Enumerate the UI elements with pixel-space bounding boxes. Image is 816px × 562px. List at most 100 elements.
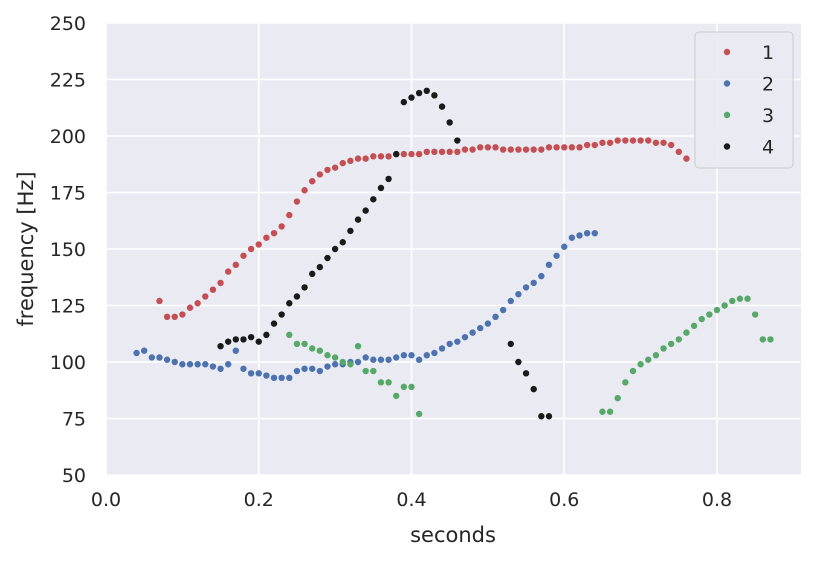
data-point-series-1 xyxy=(561,144,568,151)
data-point-series-2 xyxy=(415,356,423,363)
data-point-series-1 xyxy=(507,146,514,153)
data-point-series-1 xyxy=(263,234,270,241)
y-tick-label: 150 xyxy=(50,239,86,261)
data-point-series-1 xyxy=(576,144,583,151)
data-point-series-1 xyxy=(309,178,316,185)
legend-marker xyxy=(723,143,731,150)
data-point-series-4 xyxy=(255,338,262,345)
data-point-series-1 xyxy=(217,279,224,287)
data-point-series-1 xyxy=(667,141,675,149)
data-point-series-4 xyxy=(309,270,316,278)
data-point-series-2 xyxy=(240,365,247,372)
data-point-series-4 xyxy=(545,413,553,420)
data-point-series-3 xyxy=(286,331,293,339)
data-point-series-3 xyxy=(637,361,644,368)
y-tick-label: 175 xyxy=(50,183,86,205)
data-point-series-4 xyxy=(400,98,408,106)
data-point-series-1 xyxy=(163,313,171,320)
data-point-series-1 xyxy=(209,286,217,293)
data-point-series-1 xyxy=(499,146,507,153)
data-point-series-1 xyxy=(301,187,308,194)
data-point-series-2 xyxy=(133,349,140,357)
data-point-series-2 xyxy=(354,358,362,366)
data-point-series-2 xyxy=(309,365,316,372)
data-point-series-4 xyxy=(316,263,324,271)
data-point-series-4 xyxy=(347,227,354,235)
data-point-series-2 xyxy=(461,333,469,341)
series-1 xyxy=(156,137,690,320)
x-tick-label: 0.8 xyxy=(702,489,732,511)
data-point-series-2 xyxy=(484,320,492,327)
data-points xyxy=(133,87,774,420)
data-point-series-1 xyxy=(438,148,446,156)
data-point-series-2 xyxy=(232,347,240,354)
data-point-series-4 xyxy=(270,320,278,327)
data-point-series-2 xyxy=(408,352,415,359)
legend-label: 2 xyxy=(762,74,774,96)
data-point-series-2 xyxy=(507,297,514,305)
data-point-series-1 xyxy=(545,144,553,151)
data-point-series-2 xyxy=(247,370,255,377)
data-point-series-2 xyxy=(469,329,476,336)
data-point-series-3 xyxy=(354,342,362,350)
data-point-series-2 xyxy=(545,261,553,269)
data-point-series-3 xyxy=(293,340,301,348)
data-point-series-1 xyxy=(492,144,499,151)
data-point-series-3 xyxy=(606,408,614,415)
data-point-series-1 xyxy=(270,229,278,237)
data-point-series-2 xyxy=(156,354,163,361)
data-point-series-1 xyxy=(255,241,262,248)
data-point-series-2 xyxy=(385,356,392,363)
data-point-series-4 xyxy=(217,342,224,350)
data-point-series-2 xyxy=(553,252,560,259)
data-point-series-1 xyxy=(683,155,690,162)
data-point-series-1 xyxy=(614,137,621,144)
y-tick-label: 200 xyxy=(50,126,86,148)
data-point-series-4 xyxy=(362,207,369,214)
data-point-series-4 xyxy=(324,254,331,262)
data-point-series-2 xyxy=(362,354,369,361)
data-point-series-2 xyxy=(217,365,224,372)
data-point-series-4 xyxy=(286,300,293,307)
legend-marker xyxy=(723,111,731,119)
data-point-series-3 xyxy=(683,329,690,336)
data-point-series-3 xyxy=(690,322,698,330)
data-point-series-2 xyxy=(186,361,194,368)
data-point-series-1 xyxy=(331,164,339,171)
data-point-series-4 xyxy=(247,333,255,341)
data-point-series-3 xyxy=(759,336,767,343)
data-point-series-2 xyxy=(224,361,232,368)
y-tick-labels: 50 75 100 125 150 175 200 225 250 xyxy=(50,13,86,487)
data-point-series-3 xyxy=(377,379,385,386)
data-point-series-1 xyxy=(354,155,362,162)
series-3 xyxy=(286,295,774,418)
data-point-series-1 xyxy=(515,146,522,153)
data-point-series-1 xyxy=(629,137,637,144)
x-tick-labels: 0.0 0.2 0.4 0.6 0.8 xyxy=(91,489,732,511)
data-point-series-1 xyxy=(553,144,560,151)
data-point-series-1 xyxy=(454,148,461,156)
data-point-series-4 xyxy=(240,336,247,343)
data-point-series-2 xyxy=(278,374,285,382)
data-point-series-2 xyxy=(324,363,331,370)
data-point-series-1 xyxy=(522,146,530,153)
data-point-series-1 xyxy=(660,139,667,146)
data-point-series-1 xyxy=(469,146,476,153)
data-point-series-2 xyxy=(377,356,385,363)
data-point-series-4 xyxy=(446,119,453,126)
data-point-series-3 xyxy=(316,347,324,354)
y-axis-label: frequency [Hz] xyxy=(14,171,38,326)
data-point-series-4 xyxy=(370,196,377,203)
data-point-series-2 xyxy=(538,272,545,280)
x-tick-label: 0.6 xyxy=(549,489,579,511)
data-point-series-1 xyxy=(538,146,545,153)
data-point-series-3 xyxy=(706,311,713,318)
data-point-series-2 xyxy=(316,367,324,375)
data-point-series-4 xyxy=(377,184,385,192)
data-point-series-3 xyxy=(385,379,392,386)
data-point-series-2 xyxy=(202,361,209,368)
data-point-series-1 xyxy=(568,144,576,151)
data-point-series-1 xyxy=(362,155,369,162)
data-point-series-2 xyxy=(561,243,568,250)
data-point-series-4 xyxy=(278,311,285,318)
